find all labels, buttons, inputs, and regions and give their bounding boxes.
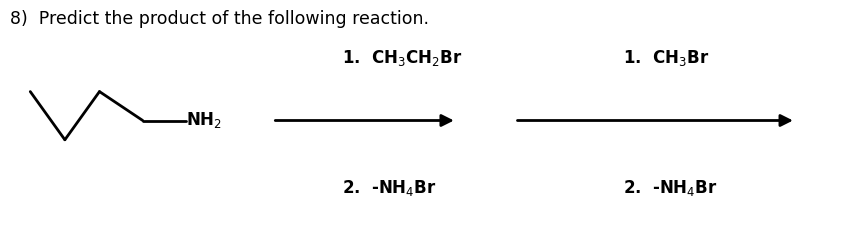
Text: 1.  CH$_3$CH$_2$Br: 1. CH$_3$CH$_2$Br bbox=[342, 48, 462, 68]
Text: NH$_2$: NH$_2$ bbox=[186, 111, 221, 130]
Text: 8)  Predict the product of the following reaction.: 8) Predict the product of the following … bbox=[10, 10, 429, 28]
Text: 2.  -NH$_4$Br: 2. -NH$_4$Br bbox=[342, 178, 436, 198]
Text: 1.  CH$_3$Br: 1. CH$_3$Br bbox=[623, 48, 709, 68]
Text: 2.  -NH$_4$Br: 2. -NH$_4$Br bbox=[623, 178, 717, 198]
